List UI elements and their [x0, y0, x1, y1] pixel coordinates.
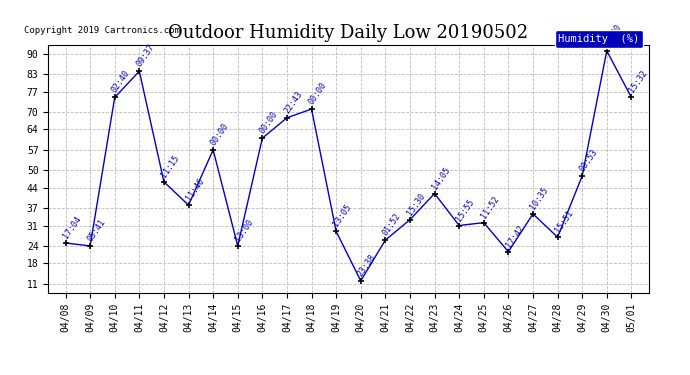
Text: 01:52: 01:52	[381, 211, 402, 237]
Text: 00:00: 00:00	[602, 22, 624, 48]
Text: 00:00: 00:00	[258, 110, 279, 135]
Text: 13:05: 13:05	[332, 203, 353, 229]
Text: 17:04: 17:04	[61, 214, 83, 240]
Text: 00:53: 00:53	[578, 148, 600, 173]
Text: 09:37: 09:37	[135, 43, 157, 68]
Text: 00:00: 00:00	[208, 122, 230, 147]
Text: 02:40: 02:40	[110, 69, 132, 94]
Text: 10:35: 10:35	[529, 186, 550, 211]
Text: 23:38: 23:38	[356, 252, 378, 278]
Text: 15:32: 15:32	[627, 69, 649, 94]
Legend: Humidity  (%): Humidity (%)	[555, 30, 643, 48]
Text: 13:00: 13:00	[233, 217, 255, 243]
Text: 15:30: 15:30	[405, 191, 427, 217]
Text: 11:15: 11:15	[159, 153, 181, 179]
Text: Copyright 2019 Cartronics.com: Copyright 2019 Cartronics.com	[24, 26, 180, 35]
Text: 15:51: 15:51	[553, 209, 575, 234]
Text: 14:05: 14:05	[430, 165, 452, 191]
Text: 11:46: 11:46	[184, 177, 206, 203]
Text: 11:52: 11:52	[479, 194, 501, 220]
Title: Outdoor Humidity Daily Low 20190502: Outdoor Humidity Daily Low 20190502	[168, 24, 529, 42]
Text: 22:43: 22:43	[282, 89, 304, 115]
Text: 17:42: 17:42	[504, 224, 526, 249]
Text: 05:41: 05:41	[86, 217, 107, 243]
Text: 00:00: 00:00	[307, 81, 328, 106]
Text: 15:55: 15:55	[455, 197, 476, 223]
